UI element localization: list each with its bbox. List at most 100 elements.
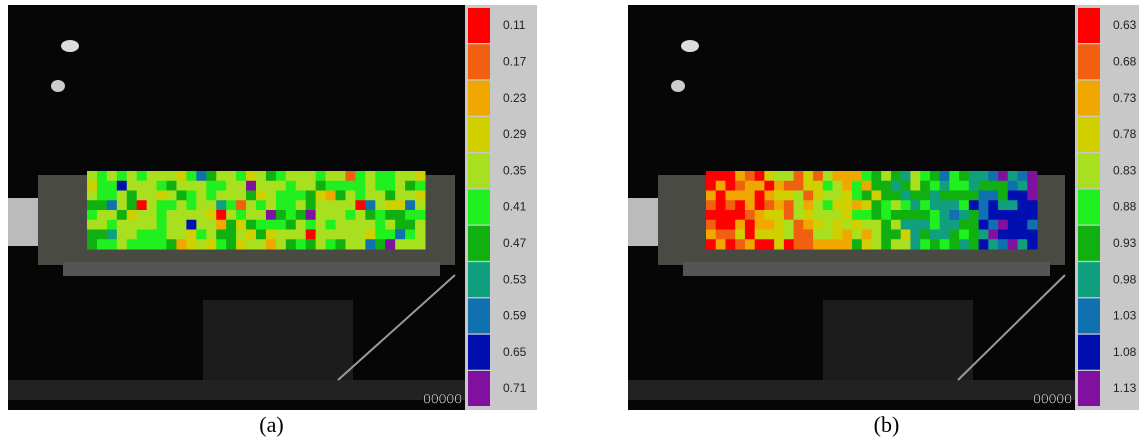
contour-cell	[146, 180, 158, 191]
contour-cell	[852, 171, 863, 182]
contour-cell	[890, 190, 902, 201]
contour-cell	[822, 171, 834, 182]
contour-cell	[305, 190, 317, 201]
contour-cell	[715, 219, 726, 230]
contour-cell	[206, 239, 217, 250]
contour-cell	[783, 180, 795, 191]
contour-cell	[832, 219, 843, 230]
contour-cell	[216, 210, 227, 221]
contour-cell	[275, 200, 287, 211]
contour-cell	[405, 200, 416, 211]
contour-cell	[325, 180, 337, 191]
contour-cell	[345, 171, 356, 182]
contour-cell	[813, 180, 824, 191]
contour-cell	[256, 229, 267, 240]
base	[8, 380, 465, 400]
contour-cell	[325, 171, 337, 182]
contour-cell	[96, 210, 108, 221]
contour-cell	[890, 210, 902, 221]
contour-cell	[890, 229, 902, 240]
contour-cell	[715, 229, 726, 240]
contour-cell	[929, 239, 941, 250]
contour-cell	[968, 200, 980, 211]
contour-cell	[365, 219, 376, 230]
contour-cell	[375, 200, 386, 211]
contour-cell	[285, 200, 297, 211]
contour-cell	[196, 171, 207, 182]
contour-cell	[116, 180, 128, 191]
contour-cell	[910, 180, 921, 191]
contour-cell	[176, 200, 187, 211]
holder	[683, 262, 1050, 276]
contour-cell	[929, 210, 941, 221]
contour-cell	[345, 239, 356, 250]
contour-cell	[871, 219, 882, 230]
contour-cell	[793, 190, 804, 201]
contour-cell	[206, 200, 217, 211]
contour-cell	[783, 219, 795, 230]
contour-cell	[256, 239, 267, 250]
contour-cell	[315, 171, 327, 182]
contour-cell	[949, 219, 960, 230]
contour-cell	[725, 219, 736, 230]
contour-cell	[774, 229, 785, 240]
contour-cell	[735, 229, 746, 240]
contour-cell	[852, 219, 863, 230]
contour-cell	[236, 190, 247, 201]
contour-cell	[256, 200, 267, 211]
legend-label: 0.78	[1113, 127, 1137, 141]
contour-cell	[813, 171, 824, 182]
contour-cell	[735, 180, 746, 191]
contour-cell	[929, 200, 941, 211]
contour-cell	[949, 190, 960, 201]
contour-cell	[1027, 219, 1038, 230]
contour-cell	[96, 219, 108, 230]
contour-cell	[126, 210, 138, 221]
contour-cell	[968, 180, 980, 191]
contour-cell	[920, 229, 931, 240]
contour-cell	[968, 239, 980, 250]
contour-cell	[744, 239, 756, 250]
contour-cell	[226, 219, 237, 230]
contour-cell	[136, 200, 148, 211]
contour-cell	[405, 171, 416, 182]
contour-cell	[285, 180, 297, 191]
contour-cell	[968, 229, 980, 240]
contour-cell	[735, 171, 746, 182]
contour-cell	[295, 200, 307, 211]
contour-cell	[988, 229, 999, 240]
contour-cell	[236, 171, 247, 182]
contour-cell	[1007, 210, 1019, 221]
contour-cell	[793, 200, 804, 211]
contour-cell	[335, 229, 346, 240]
contour-cell	[1007, 229, 1019, 240]
contour-cell	[1027, 190, 1038, 201]
contour-cell	[87, 171, 98, 182]
contour-cell	[1027, 239, 1038, 250]
contour-cell	[385, 171, 396, 182]
contour-cell	[871, 200, 882, 211]
contour-cell	[176, 210, 187, 221]
contour-cell	[415, 171, 426, 182]
contour-cell	[813, 190, 824, 201]
contour-cell	[988, 219, 999, 230]
contour-cell	[226, 190, 237, 201]
legend-label: 0.23	[503, 91, 527, 105]
contour-cell	[236, 200, 247, 211]
contour-cell	[725, 180, 736, 191]
contour-cell	[96, 200, 108, 211]
contour-cell	[295, 171, 307, 182]
contour-cell	[136, 219, 148, 230]
legend-swatch	[1078, 334, 1100, 370]
contour-cell	[285, 229, 297, 240]
legend-swatch	[1078, 116, 1100, 152]
contour-cell	[959, 200, 970, 211]
contour-cell	[146, 171, 158, 182]
contour-cell	[96, 239, 108, 250]
contour-cell	[910, 190, 921, 201]
contour-cell	[87, 210, 98, 221]
contour-cell	[754, 219, 765, 230]
contour-cell	[395, 239, 406, 250]
legend-swatch	[468, 8, 490, 43]
